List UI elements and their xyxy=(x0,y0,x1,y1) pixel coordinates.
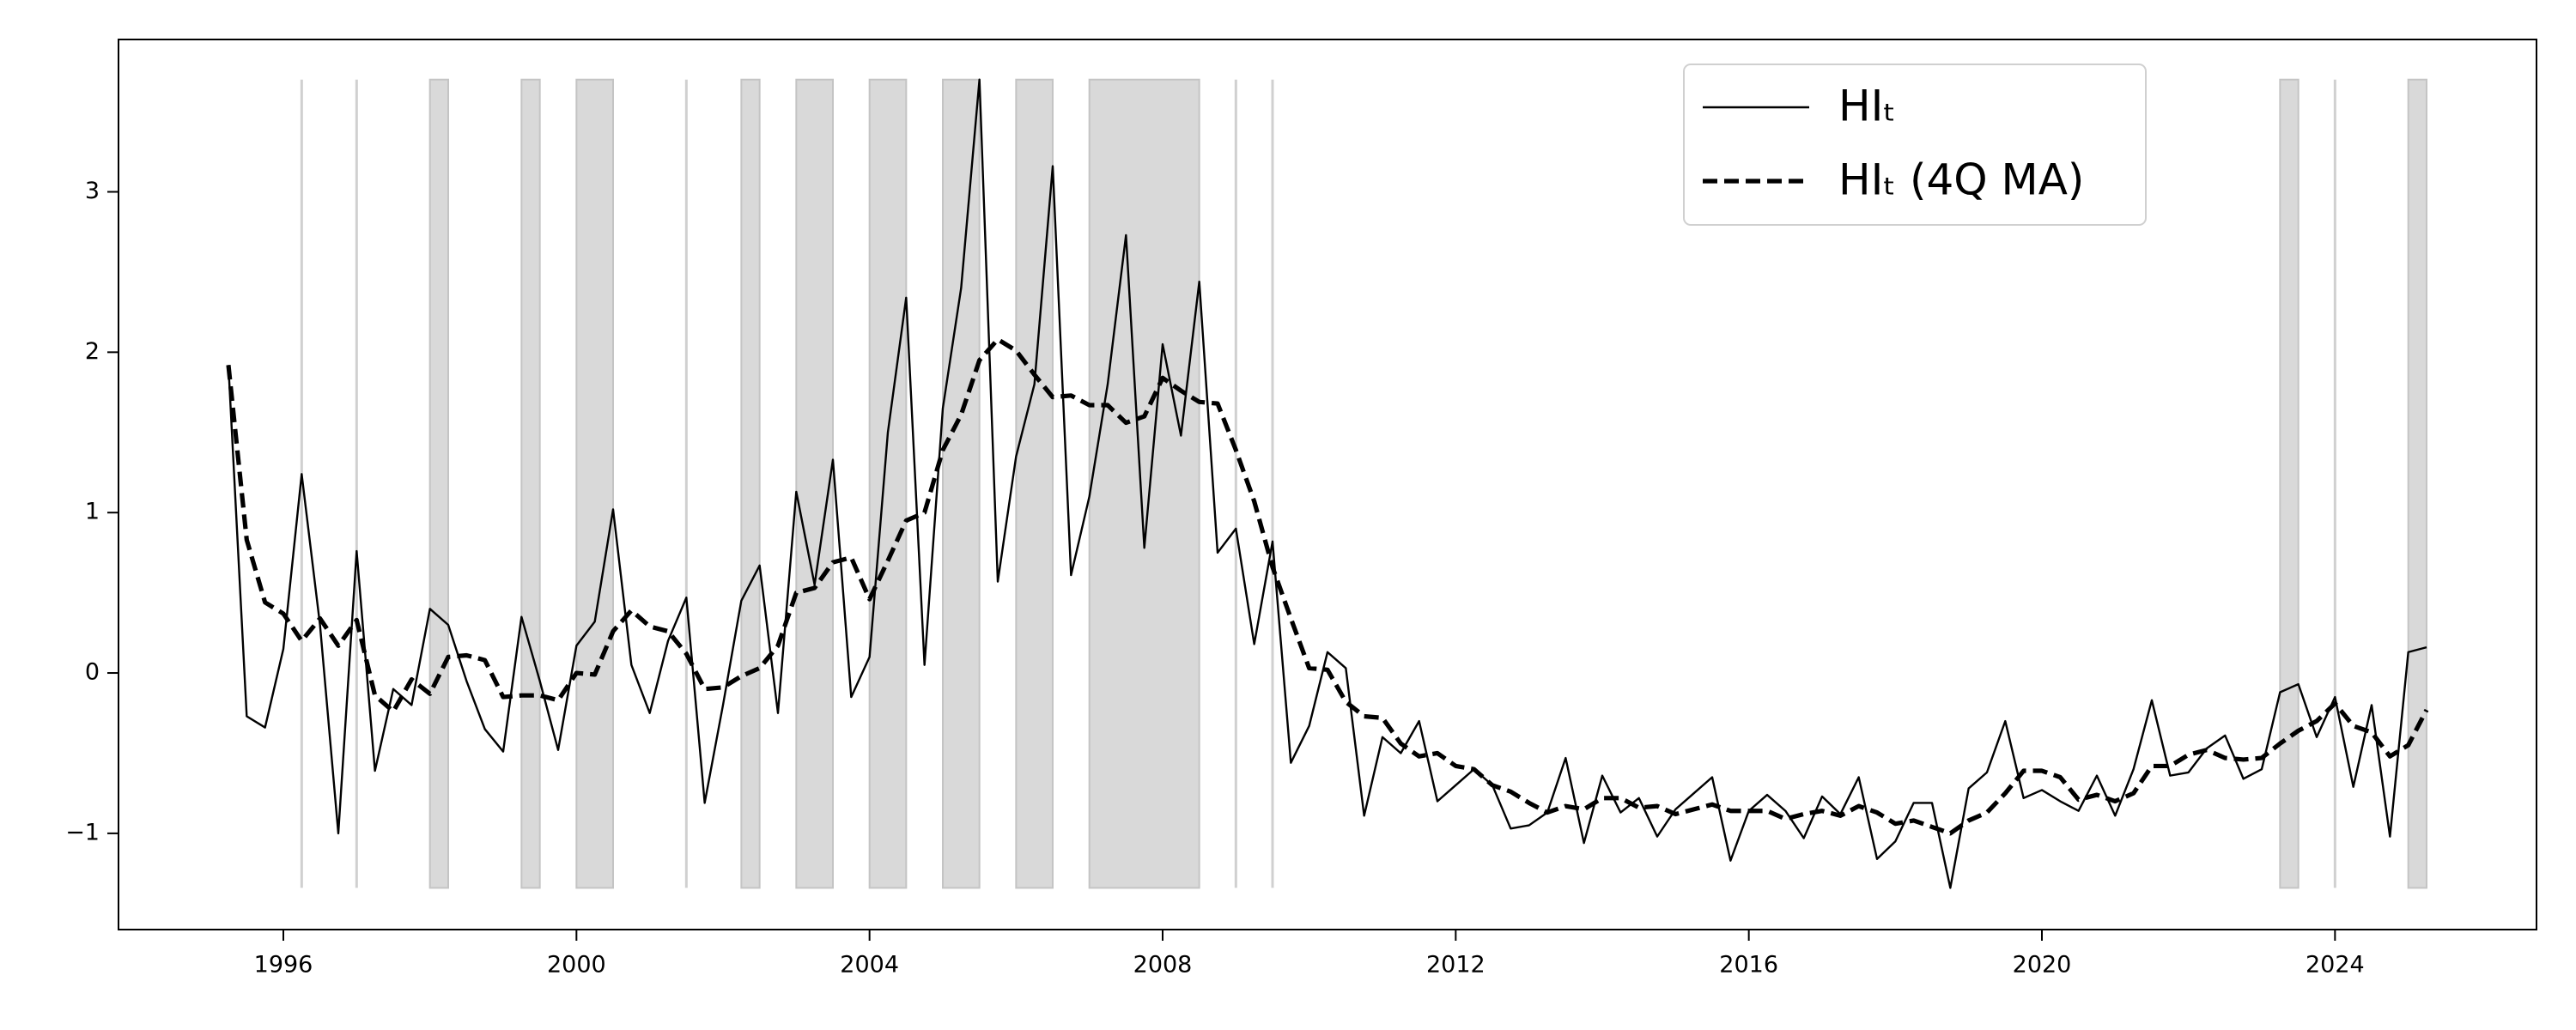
x-tick-label: 2024 xyxy=(2306,952,2365,978)
x-tick-label: 2020 xyxy=(2013,952,2072,978)
shade-band xyxy=(868,78,908,889)
shade-band xyxy=(428,78,449,889)
x-tick-label: 2016 xyxy=(1719,952,1778,978)
legend: HIₜ HIₜ (4Q MA) xyxy=(1683,64,2147,226)
shaded-periods xyxy=(300,78,2428,889)
shade-band xyxy=(795,78,834,889)
x-tick-label: 2008 xyxy=(1133,952,1193,978)
y-tick-label: 1 xyxy=(85,499,100,525)
shade-band xyxy=(520,78,541,889)
legend-label: HIₜ (4Q MA) xyxy=(1838,155,2084,205)
x-tick-label: 2000 xyxy=(547,952,606,978)
y-tick-label: 0 xyxy=(85,659,100,686)
x-tick-label: 2004 xyxy=(840,952,899,978)
axes-frame xyxy=(118,39,2537,930)
y-tick-label: 2 xyxy=(85,338,100,365)
lines xyxy=(226,78,2429,889)
ma-line xyxy=(226,336,2429,836)
shade-band xyxy=(1088,78,1200,889)
x-tick-label: 2012 xyxy=(1426,952,1485,978)
y-tick-label: 3 xyxy=(85,178,100,204)
shade-band xyxy=(740,78,761,889)
legend-label: HIₜ xyxy=(1838,82,1896,131)
shade-band xyxy=(2407,78,2428,889)
y-tick-label: −1 xyxy=(65,819,100,845)
axes: 1996 2000 2004 2008 2012 2016 2020 2024 −1 0 1 2 3 xyxy=(65,39,2537,978)
shade-band xyxy=(942,78,981,889)
shade-band xyxy=(1015,78,1054,889)
shade-band xyxy=(2279,78,2300,889)
shade-band xyxy=(575,78,614,889)
x-tick-label: 1996 xyxy=(254,952,313,978)
hi-line xyxy=(227,78,2427,889)
legend-box xyxy=(1683,64,2147,226)
